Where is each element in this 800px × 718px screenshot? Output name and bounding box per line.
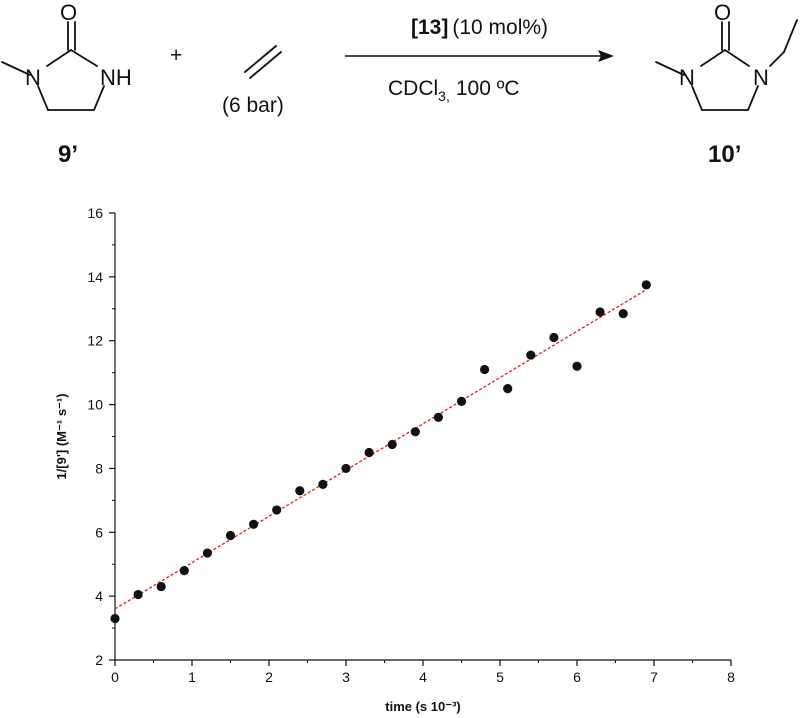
x-tick-label: 5	[496, 669, 504, 685]
temperature: 100 ºC	[456, 77, 520, 100]
x-tick-label: 6	[573, 669, 581, 685]
reaction-scheme: O N NH + (6 bar) [13] (10 mol%) CDCl3, 100…	[1, 0, 798, 168]
x-tick-label: 4	[419, 669, 427, 685]
solvent-sub: 3,	[438, 88, 450, 104]
atom-n-product-left: N	[679, 65, 695, 90]
plus-sign: +	[170, 44, 182, 67]
y-tick-label: 4	[95, 588, 103, 604]
data-point	[618, 308, 628, 319]
reactant-structure: O N NH	[1, 0, 132, 111]
y-axis-title: 1/[9'] (M⁻¹ s⁻¹)	[54, 393, 69, 479]
data-point	[133, 589, 143, 600]
product-structure: O N N	[655, 0, 798, 111]
data-points	[110, 280, 651, 624]
fit-line-group	[114, 289, 647, 610]
data-point	[572, 361, 582, 371]
catalyst-loading: (10 mol%)	[452, 16, 548, 39]
data-point	[549, 332, 559, 343]
data-point	[318, 479, 328, 489]
data-point	[480, 364, 490, 375]
data-point	[595, 307, 605, 317]
x-tick-label: 3	[342, 669, 350, 685]
data-point	[341, 463, 351, 474]
data-point	[410, 427, 420, 437]
data-point	[225, 530, 236, 541]
data-point	[110, 613, 120, 624]
data-point	[456, 396, 467, 406]
data-point	[364, 447, 374, 458]
product-label: 10’	[708, 141, 741, 168]
y-tick-label: 14	[87, 269, 103, 285]
atom-nh: NH	[100, 65, 132, 90]
data-point	[202, 548, 212, 558]
atom-o-product: O	[714, 0, 731, 25]
atom-o: O	[60, 0, 77, 25]
y-tick-label: 6	[95, 524, 103, 540]
data-point	[526, 350, 536, 360]
y-tick-label: 2	[95, 652, 103, 668]
solvent-main: CDCl	[388, 77, 438, 100]
atom-n-product-right: N	[753, 65, 769, 90]
conditions-bottom: CDCl3, 100 ºC	[388, 77, 520, 104]
data-point	[272, 505, 282, 515]
data-point	[295, 486, 305, 496]
data-point	[641, 280, 651, 290]
y-tick-label: 8	[95, 460, 103, 476]
pressure-label: (6 bar)	[222, 94, 284, 117]
y-tick-label: 16	[87, 205, 103, 221]
data-point	[433, 412, 443, 422]
linear-fit-line	[114, 289, 647, 610]
x-tick-label: 8	[727, 669, 735, 685]
x-tick-label: 2	[265, 669, 273, 685]
arrow-head	[598, 50, 614, 62]
data-point	[503, 384, 513, 394]
reactant-label: 9’	[58, 141, 78, 168]
atom-n: N	[25, 65, 41, 90]
x-axis-title: time (s 10⁻³)	[385, 699, 461, 714]
ethylene-structure	[244, 45, 282, 79]
y-tick-label: 12	[87, 333, 103, 349]
conditions-top: [13] (10 mol%)	[411, 16, 548, 39]
catalyst-ref: [13]	[411, 16, 448, 39]
data-point	[179, 566, 189, 576]
data-point	[249, 519, 259, 529]
data-point	[387, 439, 397, 450]
x-tick-label: 1	[188, 669, 196, 685]
x-tick-label: 0	[111, 669, 119, 685]
y-tick-label: 10	[87, 397, 103, 413]
data-point	[156, 581, 166, 592]
x-tick-label: 7	[650, 669, 658, 685]
